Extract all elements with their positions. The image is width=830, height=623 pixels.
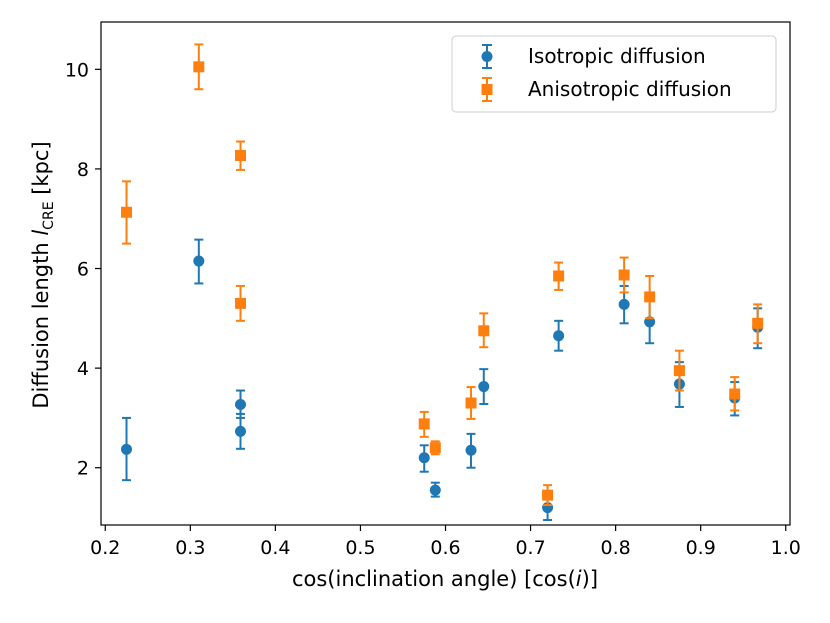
y-axis-label-subscript: CRE <box>41 201 57 229</box>
data-point <box>478 381 490 393</box>
data-point <box>235 425 247 437</box>
data-point <box>465 444 477 456</box>
series-layer <box>121 43 764 522</box>
legend-anisotropic-marker <box>481 84 493 95</box>
x-tick-label: 0.3 <box>175 537 205 559</box>
data-point <box>235 149 247 161</box>
data-point <box>553 330 565 342</box>
data-point <box>618 269 630 281</box>
legend-box <box>451 35 777 113</box>
data-point <box>542 489 554 501</box>
data-point <box>418 452 430 464</box>
y-axis-label: Diffusion length lCRE [kpc] <box>29 141 57 408</box>
x-tick-label: 0.4 <box>260 537 290 559</box>
x-tick-label: 0.8 <box>601 537 631 559</box>
x-axis-label-symbol: i <box>576 567 582 591</box>
data-point <box>673 365 685 377</box>
data-point <box>418 418 430 430</box>
series-isotropic <box>121 238 764 522</box>
data-point <box>429 484 441 496</box>
x-axis-label: cos(inclination angle) [cos(i)] <box>292 567 598 591</box>
y-tick-label: 10 <box>65 59 89 81</box>
legend-isotropic-label: Isotropic diffusion <box>528 44 706 68</box>
x-tick-label: 0.5 <box>345 537 375 559</box>
data-point <box>193 255 205 267</box>
y-tick-label: 2 <box>77 458 89 480</box>
data-point <box>235 398 247 410</box>
legend: Isotropic diffusion Anisotropic diffusio… <box>451 35 777 113</box>
y-axis-label-main: Diffusion length <box>29 236 53 409</box>
legend-entry-isotropic: Isotropic diffusion <box>481 44 706 69</box>
data-point <box>752 317 764 329</box>
y-axis-label-unit: [kpc] <box>29 141 53 201</box>
x-tick-label: 0.2 <box>90 537 120 559</box>
y-tick-label: 8 <box>77 159 89 181</box>
x-tick-label: 1.0 <box>771 537 801 559</box>
x-tick-label: 0.9 <box>686 537 716 559</box>
legend-anisotropic-label: Anisotropic diffusion <box>528 77 732 101</box>
y-tick-label: 4 <box>77 358 89 380</box>
x-axis-label-end: )] <box>582 567 598 591</box>
series-anisotropic <box>121 43 764 507</box>
legend-entry-anisotropic: Anisotropic diffusion <box>481 77 732 102</box>
tick-layer: 0.2 0.3 0.4 0.5 0.6 0.7 0.8 0.9 1.0 2 4 6 8 10 <box>65 59 801 559</box>
data-point <box>618 298 630 310</box>
plot-frame <box>100 21 791 526</box>
data-point <box>121 206 133 218</box>
x-tick-label: 0.6 <box>430 537 460 559</box>
data-point <box>478 325 490 337</box>
x-tick-label: 0.7 <box>515 537 545 559</box>
y-tick-label: 6 <box>77 259 89 281</box>
data-point <box>465 397 477 409</box>
data-point <box>729 388 741 400</box>
data-point <box>193 61 205 73</box>
data-point <box>235 297 247 309</box>
data-point <box>429 442 441 454</box>
x-axis-label-main: cos(inclination angle) [cos( <box>292 567 576 591</box>
data-point <box>553 270 565 282</box>
legend-isotropic-marker <box>481 51 493 62</box>
data-point <box>121 443 133 455</box>
data-point <box>644 291 656 303</box>
y-axis-label-symbol: l <box>29 230 53 236</box>
